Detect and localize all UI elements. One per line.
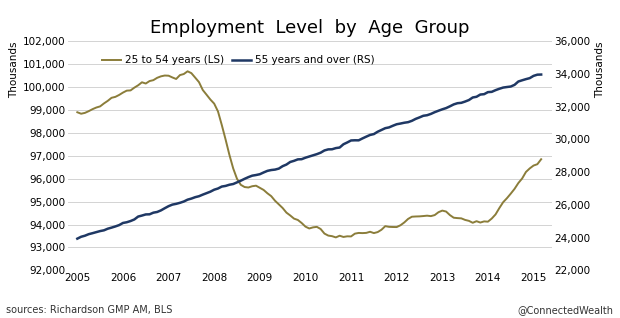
Text: sources: Richardson GMP AM, BLS: sources: Richardson GMP AM, BLS xyxy=(6,305,172,315)
25 to 54 years (LS) xyxy=(100,101,108,105)
55 years and over (RS) xyxy=(538,73,545,76)
25 to 54 years (LS) xyxy=(127,88,135,92)
55 years and over (RS) xyxy=(127,219,135,223)
25 to 54 years (LS) xyxy=(74,110,81,114)
Text: @ConnectedWealth: @ConnectedWealth xyxy=(518,305,614,315)
55 years and over (RS) xyxy=(100,228,108,232)
55 years and over (RS) xyxy=(74,237,81,240)
25 to 54 years (LS) xyxy=(210,102,218,106)
Y-axis label: Thousands: Thousands xyxy=(9,41,19,98)
Legend: 25 to 54 years (LS), 55 years and over (RS): 25 to 54 years (LS), 55 years and over (… xyxy=(97,51,379,69)
Y-axis label: Thousands: Thousands xyxy=(595,41,605,98)
55 years and over (RS) xyxy=(206,190,214,194)
Title: Employment  Level  by  Age  Group: Employment Level by Age Group xyxy=(150,19,470,37)
55 years and over (RS) xyxy=(275,167,283,170)
Line: 25 to 54 years (LS): 25 to 54 years (LS) xyxy=(78,71,541,238)
55 years and over (RS) xyxy=(119,221,126,225)
Line: 55 years and over (RS): 55 years and over (RS) xyxy=(78,74,541,238)
25 to 54 years (LS) xyxy=(119,91,126,94)
25 to 54 years (LS) xyxy=(332,236,340,239)
55 years and over (RS) xyxy=(450,102,458,106)
25 to 54 years (LS) xyxy=(538,157,545,161)
25 to 54 years (LS) xyxy=(184,69,192,73)
25 to 54 years (LS) xyxy=(279,206,286,210)
25 to 54 years (LS) xyxy=(458,217,465,220)
